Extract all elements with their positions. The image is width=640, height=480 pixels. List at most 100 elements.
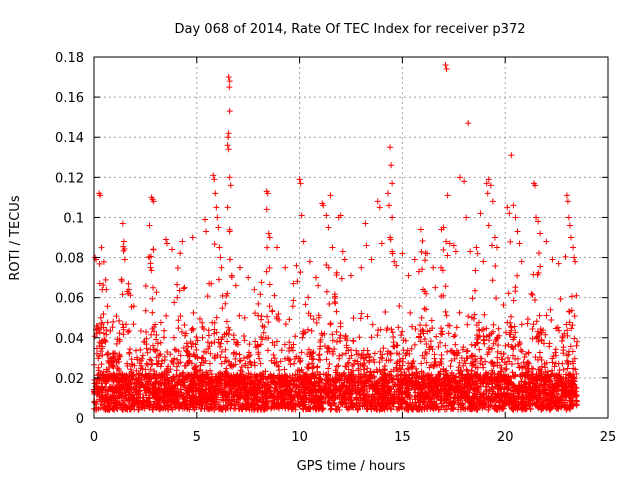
data-point: [472, 267, 479, 274]
data-point: [405, 404, 412, 411]
data-point: [225, 74, 232, 81]
data-point: [368, 256, 375, 263]
data-point: [459, 391, 466, 398]
data-point: [456, 174, 463, 181]
data-point: [565, 348, 572, 355]
data-point: [467, 248, 474, 255]
data-point: [181, 376, 188, 383]
data-point: [97, 348, 104, 355]
data-point: [437, 358, 444, 365]
data-point: [336, 334, 343, 341]
data-point: [127, 292, 134, 299]
data-point: [511, 399, 518, 406]
data-point: [324, 375, 331, 382]
data-point: [308, 381, 315, 388]
data-point: [227, 256, 234, 263]
data-point: [472, 287, 479, 294]
data-point: [117, 353, 124, 360]
data-point: [212, 190, 219, 197]
data-point: [333, 308, 340, 315]
data-point: [165, 406, 172, 413]
data-point: [214, 214, 221, 221]
data-point: [196, 315, 203, 322]
data-point: [504, 204, 511, 211]
data-point: [240, 333, 247, 340]
data-point: [532, 354, 539, 361]
data-point: [161, 327, 168, 334]
data-point: [358, 351, 365, 358]
data-point: [556, 398, 563, 405]
data-point: [242, 375, 249, 382]
data-point: [183, 340, 190, 347]
data-point: [211, 176, 218, 183]
data-point: [260, 396, 267, 403]
data-point: [222, 354, 229, 361]
data-point: [179, 395, 186, 402]
data-point: [286, 316, 293, 323]
data-point: [481, 394, 488, 401]
data-point: [571, 381, 578, 388]
data-point: [464, 347, 471, 354]
data-point: [510, 352, 517, 359]
data-point: [177, 313, 184, 320]
data-point: [154, 340, 161, 347]
data-point: [500, 405, 507, 412]
data-point: [306, 258, 313, 265]
data-point: [337, 212, 344, 219]
data-point: [342, 350, 349, 357]
data-point: [569, 391, 576, 398]
data-point: [360, 363, 367, 369]
data-point: [185, 358, 192, 365]
data-point: [563, 192, 570, 199]
data-point: [389, 250, 396, 257]
data-point: [146, 222, 153, 229]
data-point: [529, 335, 536, 342]
data-point: [330, 386, 337, 393]
data-point: [256, 355, 263, 362]
data-point: [514, 393, 521, 400]
data-point: [518, 363, 525, 370]
data-point: [264, 347, 271, 354]
data-point: [440, 246, 447, 253]
data-point: [142, 366, 149, 373]
data-point: [137, 346, 144, 353]
data-point: [427, 338, 434, 345]
data-point: [506, 331, 513, 338]
data-point: [304, 350, 311, 357]
data-point: [171, 346, 178, 353]
data-point: [277, 358, 284, 365]
data-point: [286, 339, 293, 346]
data-point: [242, 360, 249, 367]
data-point: [173, 393, 180, 400]
data-point: [125, 280, 132, 287]
data-point: [495, 325, 502, 332]
data-point: [115, 367, 122, 374]
data-point: [371, 350, 378, 357]
data-point: [535, 333, 542, 340]
data-point: [180, 369, 187, 376]
data-point: [461, 406, 468, 413]
data-point: [325, 382, 332, 389]
data-point: [133, 347, 140, 354]
data-point: [396, 383, 403, 390]
data-point: [203, 369, 210, 376]
data-point: [215, 391, 222, 398]
data-point: [491, 371, 498, 378]
data-point: [437, 393, 444, 400]
data-point: [217, 375, 224, 382]
data-point: [394, 376, 401, 383]
data-point: [382, 397, 389, 404]
data-point: [394, 359, 401, 366]
data-point: [401, 369, 408, 376]
data-point: [169, 246, 176, 253]
data-point: [493, 295, 500, 302]
data-point: [548, 316, 555, 323]
data-point: [143, 345, 150, 352]
data-point: [384, 325, 391, 332]
data-point: [272, 386, 279, 393]
data-point: [419, 352, 426, 359]
data-point: [571, 335, 578, 342]
data-point: [304, 364, 311, 371]
data-point: [146, 356, 153, 363]
data-point: [345, 396, 352, 403]
